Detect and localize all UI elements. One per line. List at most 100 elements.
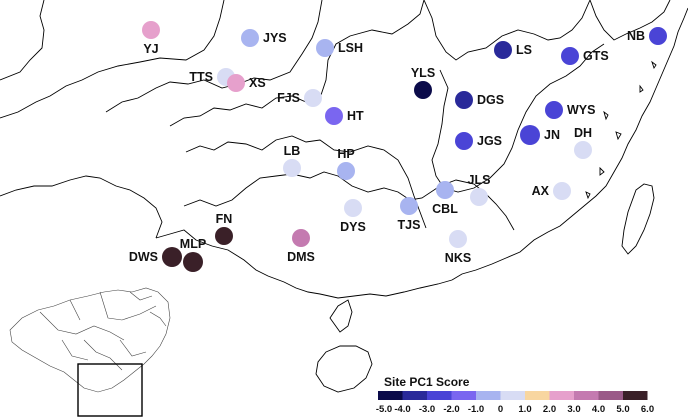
- site-marker-tjs: [400, 197, 418, 215]
- site-label-fn: FN: [216, 212, 233, 226]
- site-label-nks: NKS: [445, 251, 471, 265]
- legend-swatch: [574, 391, 599, 400]
- boundary-west: [0, 0, 225, 119]
- sites-layer: YJ JYS LSH TTS XS FJS HT LB HP DYS TJS FN MLP DWS DMS Y…: [129, 21, 667, 272]
- site-marker-ax: [553, 182, 571, 200]
- inset-provinces: [39, 291, 157, 371]
- site-label-tts: TTS: [189, 70, 213, 84]
- boundary-yunnan: [0, 175, 163, 239]
- coast-islands: [585, 60, 657, 200]
- site-marker-lsh: [316, 39, 334, 57]
- inset-ne: [129, 291, 167, 327]
- legend-swatch: [378, 391, 403, 400]
- site-label-mlp: MLP: [180, 237, 206, 251]
- boundary-zhejiang: [589, 0, 671, 41]
- site-label-fjs: FJS: [277, 91, 300, 105]
- site-marker-jls: [470, 188, 488, 206]
- site-label-dys: DYS: [340, 220, 366, 234]
- site-label-xs: XS: [249, 76, 266, 90]
- legend-swatch: [623, 391, 648, 400]
- site-label-gts: GTS: [583, 49, 609, 63]
- site-label-cbl: CBL: [432, 202, 458, 216]
- site-marker-nb: [649, 27, 667, 45]
- site-label-yj: YJ: [143, 42, 158, 56]
- site-label-jn: JN: [544, 128, 560, 142]
- inset-outline: [9, 287, 171, 393]
- legend-tick: -5.0: [376, 404, 392, 415]
- legend-tick: 0: [498, 404, 503, 415]
- boundary-jiangxi: [423, 0, 591, 61]
- site-marker-jn: [520, 125, 540, 145]
- boundary-guangxi: [183, 171, 515, 231]
- site-label-hp: HP: [337, 147, 354, 161]
- site-label-ax: AX: [532, 184, 550, 198]
- site-marker-dws: [162, 247, 182, 267]
- inset-china-map: [4, 284, 174, 417]
- boundary-hunan: [185, 135, 427, 229]
- legend-tick: -1.0: [468, 404, 484, 415]
- province-borders: [0, 0, 688, 393]
- site-marker-cbl: [436, 181, 454, 199]
- site-label-lb: LB: [284, 144, 301, 158]
- legend-swatch: [549, 391, 574, 400]
- site-marker-lb: [283, 159, 301, 177]
- site-marker-nks: [449, 230, 467, 248]
- legend-swatch: [476, 391, 501, 400]
- site-label-dgs: DGS: [477, 93, 504, 107]
- site-marker-dh: [574, 141, 592, 159]
- legend-colorbar: [378, 391, 648, 400]
- site-marker-fjs: [304, 89, 322, 107]
- boundary-fujian: [431, 43, 605, 193]
- site-marker-jys: [241, 29, 259, 47]
- inset-study-area-box: [77, 363, 143, 417]
- leizhou-peninsula: [329, 299, 353, 333]
- legend-tick: 5.0: [616, 404, 629, 415]
- legend-tick: -4.0: [394, 404, 410, 415]
- site-marker-ht: [325, 107, 343, 125]
- site-marker-yls: [414, 81, 432, 99]
- legend-tick: -3.0: [419, 404, 435, 415]
- site-label-jgs: JGS: [477, 134, 502, 148]
- legend-swatch: [500, 391, 525, 400]
- site-marker-jgs: [455, 132, 473, 150]
- legend-tick-labels: -5.0 -4.0 -3.0 -2.0 -1.0 0 1.0 2.0 3.0 4.0 5.0 6.0: [376, 404, 654, 415]
- site-label-dms: DMS: [287, 250, 315, 264]
- coastline-east: [451, 7, 688, 281]
- legend-swatch: [525, 391, 550, 400]
- site-label-tjs: TJS: [398, 218, 421, 232]
- site-label-dws: DWS: [129, 250, 158, 264]
- site-label-jls: JLS: [468, 173, 491, 187]
- site-marker-yj: [142, 21, 160, 39]
- legend-tick: 3.0: [567, 404, 580, 415]
- hainan-island: [315, 345, 373, 393]
- legend-tick: -2.0: [443, 404, 459, 415]
- site-marker-dys: [344, 199, 362, 217]
- site-marker-xs: [227, 74, 245, 92]
- legend-swatch: [598, 391, 623, 400]
- legend-tick: 4.0: [592, 404, 605, 415]
- site-label-ls: LS: [516, 43, 532, 57]
- site-label-yls: YLS: [411, 66, 435, 80]
- boundary-southwest: [155, 229, 453, 299]
- boundary-northwest: [0, 0, 45, 81]
- legend-tick: 1.0: [518, 404, 531, 415]
- taiwan-island: [621, 183, 655, 255]
- site-label-nb: NB: [627, 29, 645, 43]
- legend-tick: 6.0: [641, 404, 654, 415]
- site-label-dh: DH: [574, 126, 592, 140]
- site-label-lsh: LSH: [338, 41, 363, 55]
- site-label-wys: WYS: [567, 103, 595, 117]
- legend-swatch: [451, 391, 476, 400]
- site-marker-mlp: [183, 252, 203, 272]
- site-label-ht: HT: [347, 109, 364, 123]
- legend: Site PC1 Score -5.0 -4.0 -3.0 -2.0 -1.0 0 1.0 2…: [376, 375, 654, 415]
- boundary-guizhou: [169, 0, 425, 127]
- legend-tick: 2.0: [543, 404, 556, 415]
- legend-swatch: [402, 391, 427, 400]
- site-marker-fn: [215, 227, 233, 245]
- site-marker-wys: [545, 101, 563, 119]
- site-marker-dms: [292, 229, 310, 247]
- legend-swatch: [427, 391, 452, 400]
